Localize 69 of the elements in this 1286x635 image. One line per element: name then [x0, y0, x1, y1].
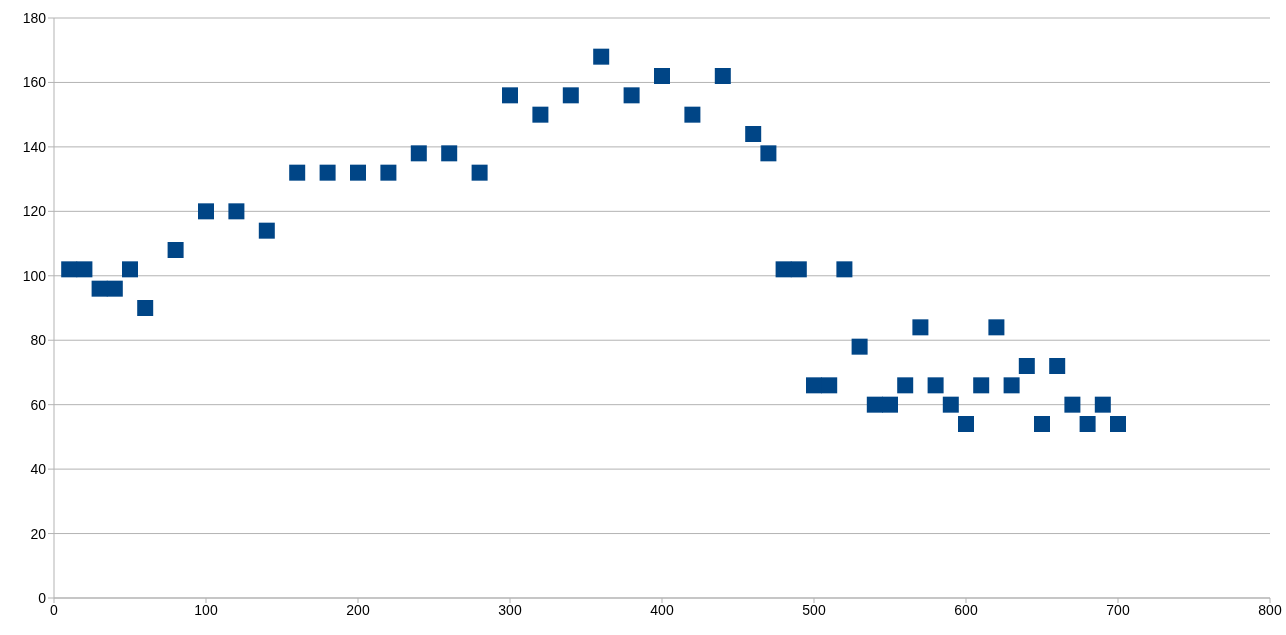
point — [1018, 358, 1035, 374]
point — [775, 261, 792, 278]
point — [1049, 358, 1066, 374]
point — [91, 280, 108, 297]
point — [289, 164, 306, 181]
point — [1003, 377, 1020, 394]
point — [502, 87, 518, 104]
point — [122, 261, 138, 278]
x-tick-label: 0 — [50, 601, 59, 618]
point — [760, 145, 777, 162]
point — [593, 48, 610, 65]
y-tick-label: 20 — [30, 525, 47, 542]
point — [228, 203, 245, 220]
point — [258, 222, 275, 239]
point — [790, 261, 807, 278]
y-tick-label: 40 — [30, 461, 47, 478]
x-tick-label: 600 — [954, 601, 978, 618]
point — [441, 145, 458, 162]
y-tick-label: 100 — [22, 267, 47, 284]
point — [745, 126, 762, 142]
point — [1064, 396, 1081, 413]
point — [866, 396, 883, 413]
point — [897, 377, 914, 394]
y-tick-label: 0 — [38, 589, 47, 606]
y-tick-label: 60 — [30, 396, 47, 413]
x-tick-label: 700 — [1106, 601, 1130, 618]
point — [410, 145, 427, 162]
point — [836, 261, 853, 278]
point — [851, 338, 868, 355]
point — [471, 164, 488, 181]
y-tick-label: 180 — [22, 9, 47, 26]
point — [942, 396, 959, 413]
point — [350, 164, 366, 181]
point — [958, 416, 974, 432]
point — [973, 377, 990, 394]
point — [1079, 416, 1096, 432]
x-tick-label: 100 — [194, 601, 218, 618]
point — [821, 377, 838, 394]
point — [319, 164, 336, 181]
point — [167, 242, 184, 258]
point — [1034, 416, 1050, 432]
point — [623, 87, 640, 104]
point — [927, 377, 944, 394]
x-tick-label: 500 — [802, 601, 826, 618]
point — [76, 261, 93, 278]
point — [654, 68, 670, 84]
point — [988, 319, 1005, 336]
point — [882, 396, 898, 413]
point — [61, 261, 78, 278]
x-tick-label: 800 — [1258, 601, 1282, 618]
point — [1094, 396, 1111, 413]
point — [806, 377, 822, 394]
x-tick-label: 200 — [346, 601, 370, 618]
point — [562, 87, 579, 104]
y-tick-label: 160 — [22, 74, 47, 91]
y-tick-label: 140 — [22, 138, 47, 155]
x-tick-label: 300 — [498, 601, 522, 618]
point — [714, 68, 731, 84]
point — [137, 300, 154, 316]
point — [106, 280, 123, 297]
point — [684, 106, 701, 123]
y-tick-label: 120 — [22, 203, 47, 220]
x-tick-label: 400 — [650, 601, 674, 618]
point — [1110, 416, 1126, 432]
point — [198, 203, 214, 220]
point — [912, 319, 929, 336]
point — [380, 164, 397, 181]
y-tick-label: 80 — [30, 332, 47, 349]
point — [532, 106, 549, 123]
